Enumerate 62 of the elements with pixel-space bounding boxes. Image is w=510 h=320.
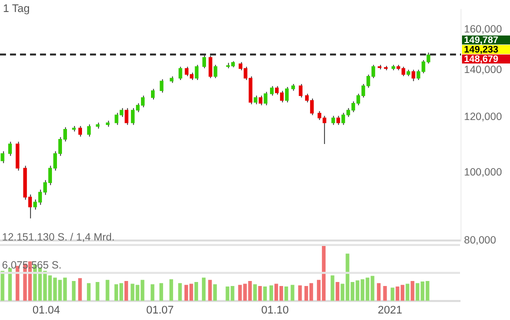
bar (106, 280, 110, 301)
y-tick-label: 120,000 (464, 111, 502, 124)
candlestick (160, 78, 164, 94)
candlestick (178, 66, 182, 80)
x-tick-label: 01.10 (261, 304, 289, 316)
bar (124, 280, 128, 301)
text: 149,233 (464, 44, 498, 56)
bar (96, 282, 100, 301)
y-tick-label: 100,000 (464, 166, 502, 179)
bar (298, 285, 302, 301)
y-tick-label: 80,000 (464, 234, 496, 247)
bar (263, 286, 267, 301)
candlestick (124, 108, 128, 126)
bar (194, 282, 198, 301)
x-tick-label: 01.07 (146, 304, 174, 316)
bar (290, 284, 294, 301)
candlestick (264, 91, 268, 106)
text: 149,787 (464, 35, 498, 46)
candlestick (87, 124, 91, 138)
bar (269, 285, 274, 301)
candlestick (270, 86, 274, 96)
ref-line-label: 12.151.130 S. / 1,4 Mrd. (2, 232, 115, 244)
bar (330, 275, 334, 301)
bar (406, 284, 410, 301)
bar (390, 288, 394, 301)
bar (86, 283, 91, 301)
bar (169, 279, 174, 301)
bar (150, 284, 154, 301)
bar (284, 286, 288, 301)
bar (78, 278, 82, 301)
bar (213, 284, 217, 301)
bar (72, 280, 76, 301)
y-tick-label: 160,000 (464, 23, 502, 36)
bar (336, 282, 340, 301)
x-tick-label: 2021 (378, 304, 402, 316)
bar (253, 284, 257, 301)
text: 148,679 (464, 54, 498, 66)
bar (208, 280, 212, 301)
bar (410, 280, 414, 301)
candlestick (151, 88, 155, 100)
candlestick (258, 95, 262, 106)
y-tick-label: 140,000 (464, 64, 502, 76)
candlestick (412, 69, 416, 82)
bar (0, 270, 4, 301)
candlestick (298, 84, 302, 98)
bar (8, 268, 12, 301)
chart-subtitle: 1 Tag (3, 3, 30, 15)
bar (178, 283, 182, 301)
bar (383, 286, 387, 301)
candlestick (78, 125, 82, 138)
candlestick (285, 86, 289, 103)
bar (202, 278, 206, 301)
x-tick-label: 01.04 (32, 304, 60, 316)
candlestick (208, 55, 212, 79)
candlestick (0, 150, 4, 164)
candlestick (214, 64, 218, 79)
bar (159, 283, 164, 301)
bar (376, 283, 381, 301)
bar (258, 286, 262, 301)
candlestick (194, 64, 199, 80)
candlestick (8, 141, 12, 156)
candlestick (202, 54, 206, 69)
